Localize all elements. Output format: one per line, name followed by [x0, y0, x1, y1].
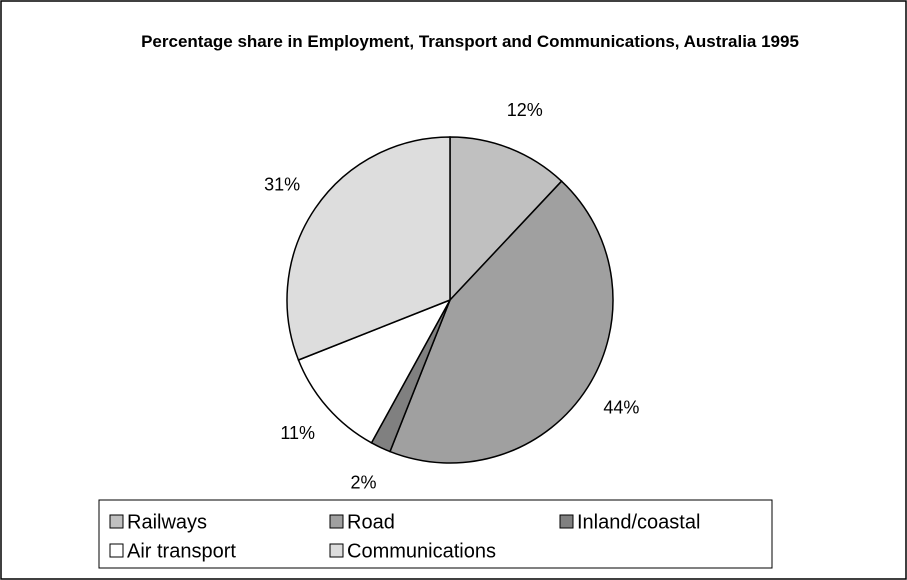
legend-swatch: [109, 543, 124, 558]
pie: 12% 44% 2% 11% 31%: [264, 100, 639, 492]
legend-swatch: [109, 514, 124, 529]
legend-box: [98, 499, 773, 569]
legend-label: Air transport: [127, 540, 236, 562]
legend-label: Road: [347, 511, 395, 533]
data-label: 12%: [507, 100, 543, 120]
legend-label: Inland/coastal: [577, 511, 700, 533]
pie-slice: [286, 136, 451, 361]
legend-swatch: [329, 514, 344, 529]
data-label: 44%: [603, 398, 639, 418]
chart-title: Percentage share in Employment, Transpor…: [141, 32, 799, 51]
legend-label: Railways: [127, 511, 207, 533]
legend-swatch: [329, 543, 344, 558]
legend-swatch: [559, 514, 574, 529]
pie-slice: [297, 298, 452, 444]
data-label: 11%: [280, 423, 315, 443]
legend-label: Communications: [347, 540, 496, 562]
data-label: 2%: [351, 472, 377, 492]
data-label: 31%: [264, 175, 300, 195]
legend: Railways Road Inland/coastal Air transport C…: [109, 511, 700, 562]
pie-slice: [449, 136, 563, 302]
pie-slice: [389, 180, 614, 464]
